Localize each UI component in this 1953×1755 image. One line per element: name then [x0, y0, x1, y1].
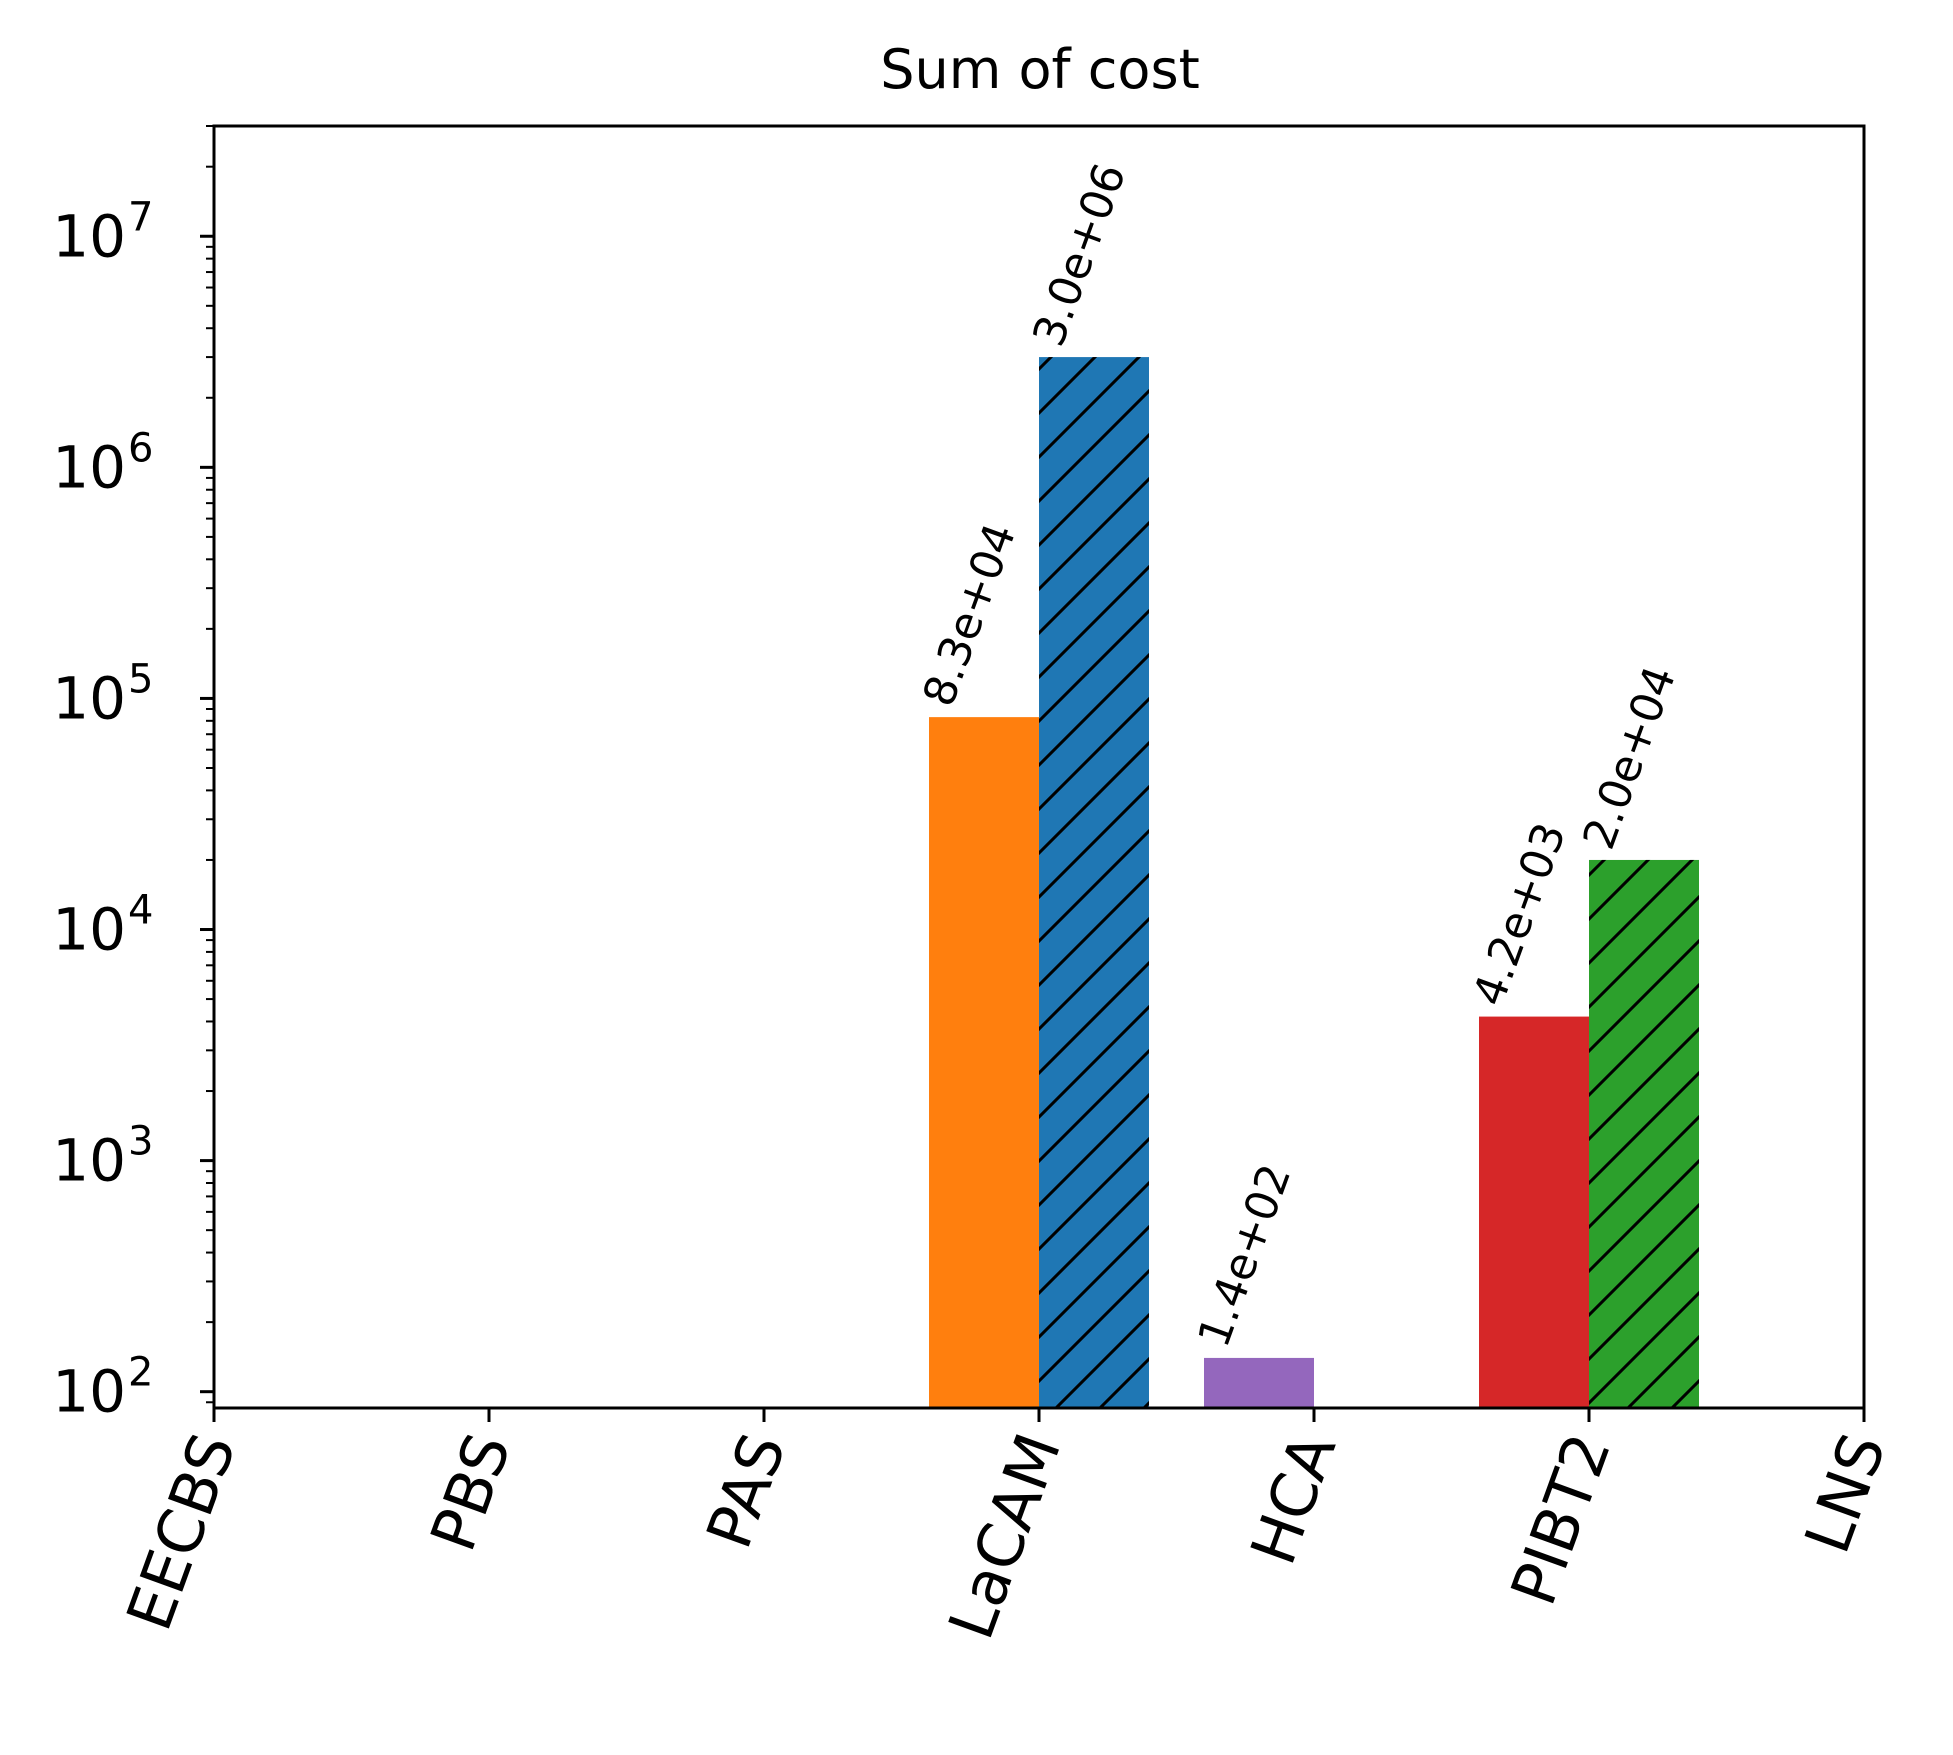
x-tick-label-pas: PAS: [692, 1424, 800, 1557]
y-tick-label: 10: [52, 664, 126, 732]
x-tick-label-lns: LNS: [1790, 1424, 1900, 1562]
data-label-lacam-left: 8.3e+04: [913, 517, 1026, 713]
plot-frame: [212, 124, 1866, 1410]
data-label-lacam-right: 3.0e+06: [1023, 157, 1136, 353]
bar-lacam-left: [929, 717, 1039, 1408]
y-tick-exponent: 4: [128, 888, 153, 934]
x-tick-label-lacam: LaCAM: [934, 1424, 1075, 1648]
x-tick-label-hca: HCA: [1236, 1424, 1350, 1573]
y-tick-label: 10: [52, 433, 126, 501]
data-label-pibt2-right: 2.0e+04: [1573, 660, 1686, 856]
y-tick-exponent: 5: [128, 656, 153, 702]
bar-hatch-lacam-right: [1039, 357, 1149, 1408]
bar-hca-left: [1204, 1357, 1314, 1408]
data-label-pibt2-left: 4.2e+03: [1463, 816, 1576, 1012]
bars-layer: [929, 357, 1699, 1408]
y-tick-exponent: 2: [128, 1350, 153, 1396]
bar-hatch-pibt2-right: [1589, 859, 1699, 1408]
y-tick-label: 10: [52, 1127, 126, 1195]
y-tick-label: 10: [52, 1358, 126, 1426]
x-tick-label-eecbs: EECBS: [112, 1424, 250, 1639]
x-tick-label-pbs: PBS: [416, 1424, 525, 1560]
data-label-hca-left: 1.4e+02: [1188, 1158, 1301, 1354]
y-tick-label: 10: [52, 896, 126, 964]
y-tick-exponent: 7: [128, 194, 153, 240]
chart-title: Sum of cost: [880, 38, 1200, 101]
x-axis: EECBS PBS PAS LaCAM HCA PIBT2 LNS: [112, 1408, 1900, 1648]
x-tick-label-pibt2: PIBT2: [1496, 1424, 1625, 1614]
y-tick-label: 10: [52, 202, 126, 270]
y-tick-exponent: 3: [128, 1119, 153, 1165]
y-tick-exponent: 6: [128, 425, 153, 471]
bar-pibt2-left: [1479, 1016, 1589, 1408]
